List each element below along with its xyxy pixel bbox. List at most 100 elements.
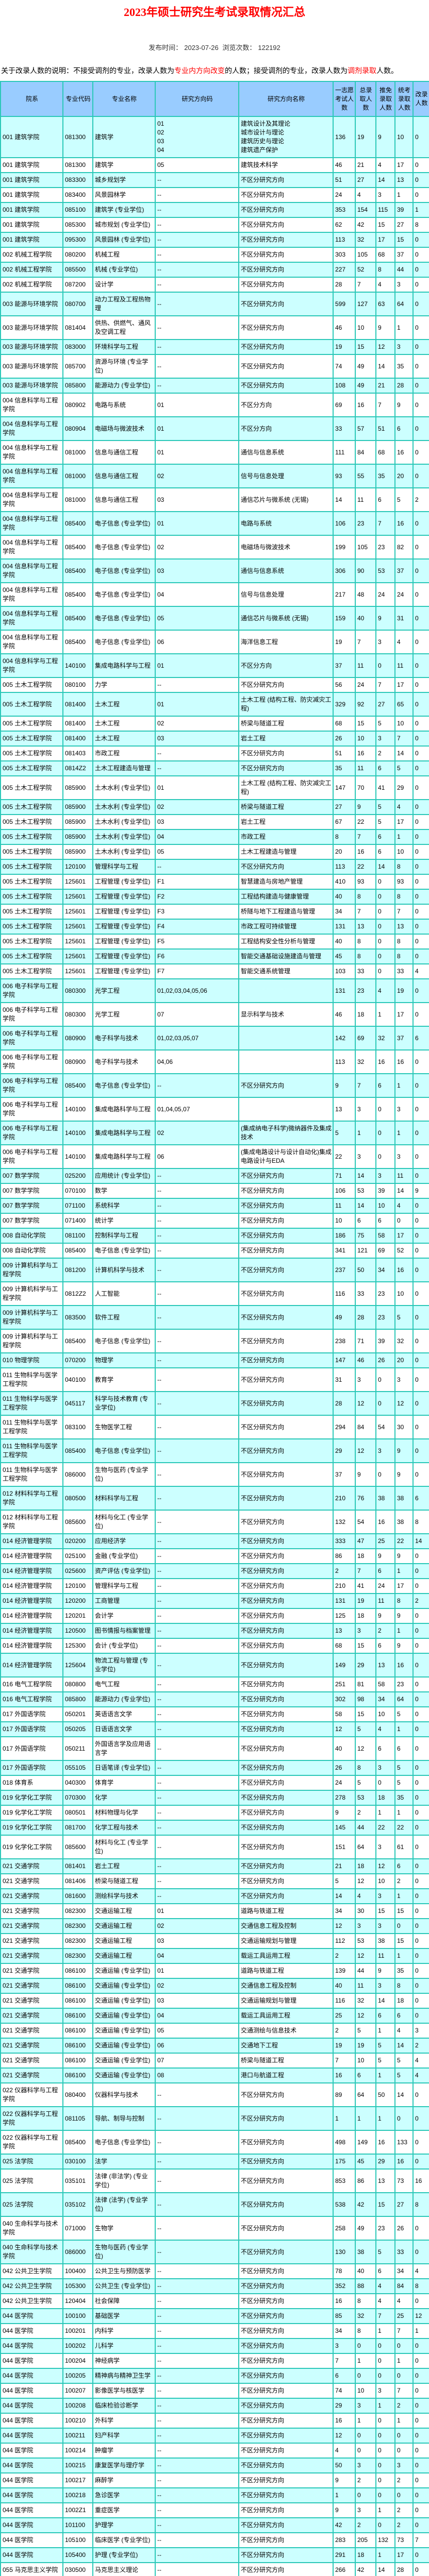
table-cell: 12: [375, 1858, 395, 1874]
table-cell: 021 交通学院: [0, 1903, 63, 1919]
table-cell: 3: [355, 2458, 376, 2473]
table-cell: 2: [375, 1623, 395, 1639]
table-cell: --: [155, 2428, 239, 2444]
table-cell: 04: [155, 1948, 239, 1964]
table-cell: 006 电子科学与工程学院: [0, 1002, 63, 1027]
table-cell: 0: [412, 1691, 429, 1707]
table-cell: 085400: [62, 535, 93, 560]
table-cell: 18: [355, 1548, 376, 1564]
table-cell: 085100: [62, 202, 93, 218]
table-row: 004 信息科学与工程学院 085400 电子信息 (专业学位) 01 电路与系统 106…: [0, 511, 429, 536]
table-cell: 15: [375, 2192, 395, 2217]
table-row: 001 建筑学院 085300 城市规划 (专业学位) -- 不区分研究方向 62 42 15…: [0, 217, 429, 233]
table-cell: 50: [355, 1258, 376, 1282]
table-cell: 0: [412, 1805, 429, 1821]
table-cell: 0: [394, 1213, 414, 1229]
table-cell: 3: [375, 1888, 395, 1904]
table-cell: 11: [355, 653, 376, 678]
table-cell: 土木水利 (专业学位): [92, 775, 156, 800]
table-cell: 电子信息 (专业学位): [92, 630, 156, 654]
column-header: 专业代码: [62, 81, 93, 117]
table-cell: 40: [355, 2263, 376, 2279]
table-cell: 不区分研究方向: [238, 1736, 334, 1761]
table-cell: 121: [355, 1243, 376, 1259]
table-cell: 020200: [62, 1533, 93, 1549]
table-cell: 64: [355, 2082, 376, 2107]
table-cell: 供热、供燃气、通风及空调工程: [92, 315, 156, 340]
table-row: 006 电子科学与工程学院 080900 电子科学与技术 04,06 113 32 16 16…: [0, 1049, 429, 1074]
table-row: 003 能源与环境学院 085800 能源动力 (专业学位) -- 不区分研究方向 108…: [0, 378, 429, 394]
table-cell: 005 土木工程学院: [0, 859, 63, 875]
table-cell: 3: [394, 2458, 414, 2473]
table-cell: 53: [375, 558, 395, 583]
table-cell: 0: [412, 2517, 429, 2533]
table-cell: 3: [375, 1760, 395, 1776]
table-cell: 0: [394, 2428, 414, 2444]
table-cell: 22: [333, 1144, 356, 1169]
table-cell: --: [155, 1168, 239, 1184]
table-cell: 土木水利 (专业学位): [92, 829, 156, 845]
table-row: 014 经济管理学院 120200 工商管理 -- 不区分研究方向 131 19 11 8 2: [0, 1593, 429, 1609]
table-cell: 能源动力 (专业学位): [92, 1691, 156, 1707]
table-cell: 6: [333, 2368, 356, 2384]
table-cell: --: [155, 1486, 239, 1511]
table-cell: 120404: [62, 2293, 93, 2309]
views-label: 浏览次数：: [222, 44, 256, 52]
table-cell: 34: [375, 1691, 395, 1707]
table-cell: 044 医学院: [0, 2547, 63, 2563]
table-cell: 03: [155, 731, 239, 747]
table-cell: 神经病学: [92, 2353, 156, 2369]
table-cell: 24: [333, 187, 356, 203]
table-cell: 不区分研究方向: [238, 1352, 334, 1368]
table-cell: 38: [394, 1486, 414, 1511]
table-cell: 建筑学 (专业学位): [92, 202, 156, 218]
table-cell: 005 土木工程学院: [0, 874, 63, 890]
table-cell: 49: [355, 2216, 376, 2241]
table-cell: 33: [394, 963, 414, 979]
table-cell: 149: [333, 1653, 356, 1677]
table-cell: 7: [355, 904, 376, 920]
table-cell: 14: [394, 2038, 414, 2054]
table-cell: 3: [394, 1367, 414, 1392]
table-cell: --: [155, 1563, 239, 1579]
table-cell: 42: [333, 2517, 356, 2533]
table-cell: --: [155, 1736, 239, 1761]
table-cell: 81: [355, 1676, 376, 1692]
table-cell: --: [155, 1623, 239, 1639]
table-cell: 07: [155, 2053, 239, 2069]
table-cell: 38: [375, 1933, 395, 1949]
table-cell: 05: [155, 844, 239, 860]
table-cell: 0: [412, 1329, 429, 1353]
table-cell: 14: [375, 354, 395, 379]
table-cell: 004 信息科学与工程学院: [0, 582, 63, 607]
table-cell: 74: [333, 2383, 356, 2399]
table-cell: 环境科学与工程: [92, 339, 156, 355]
table-cell: 0: [412, 1820, 429, 1836]
table-cell: 电子科学与技术: [92, 1049, 156, 1074]
table-cell: 35: [375, 464, 395, 488]
table-cell: 1: [394, 1623, 414, 1639]
table-cell: --: [155, 2562, 239, 2576]
table-cell: 不区分研究方向: [238, 1858, 334, 1874]
table-cell: 法学: [92, 2154, 156, 2170]
table-cell: 6: [394, 2008, 414, 2024]
table-cell: 35: [394, 354, 414, 379]
table-cell: 0: [375, 1367, 395, 1392]
table-cell: 不区分研究方向: [238, 1760, 334, 1776]
table-cell: 62: [333, 217, 356, 233]
table-cell: 019 化学化工学院: [0, 1820, 63, 1836]
table-cell: 37: [394, 558, 414, 583]
table-cell: 资源与环境 (专业学位): [92, 354, 156, 379]
table-cell: 004 信息科学与工程学院: [0, 464, 63, 488]
table-cell: 11: [355, 487, 376, 512]
table-cell: 管理科学与工程: [92, 859, 156, 875]
table-cell: 9: [375, 1608, 395, 1624]
table-cell: 32: [355, 1049, 376, 1074]
table-cell: 111: [333, 440, 356, 465]
table-cell: 桥梁与隧道工程: [238, 799, 334, 815]
table-row: 021 交通学院 086100 交通运输 (专业学位) 01 道路与铁道工程 139 44 9…: [0, 1963, 429, 1979]
table-cell: 测绘科学与技术: [92, 1888, 156, 1904]
table-cell: 不区分研究方向: [238, 2472, 334, 2488]
table-cell: 5: [394, 2067, 414, 2083]
table-cell: 29: [375, 2154, 395, 2170]
